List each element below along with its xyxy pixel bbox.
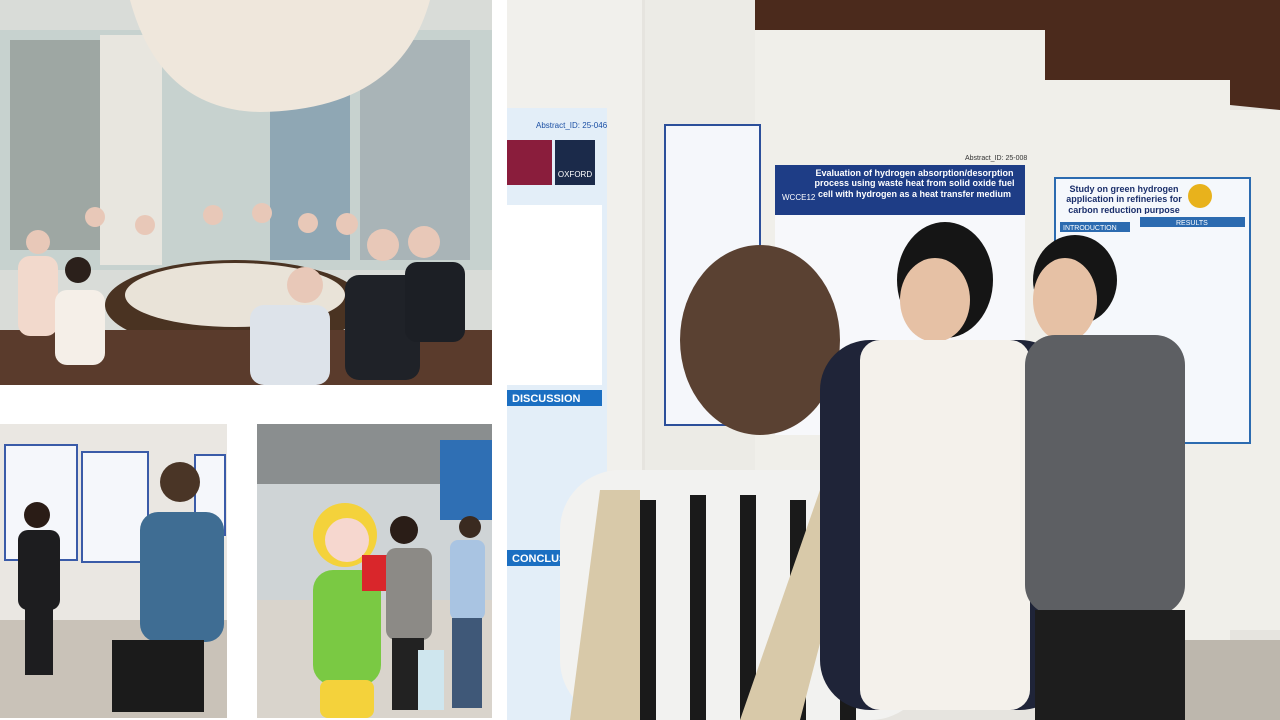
poster-title: Study on green hydrogen application in r…	[1066, 184, 1182, 214]
mascot-feet	[320, 680, 374, 718]
curtain	[10, 40, 100, 250]
screen	[440, 440, 492, 520]
logo	[1188, 184, 1212, 208]
conference: WCCE12	[782, 193, 816, 202]
photo-mascot	[257, 424, 492, 718]
person	[450, 540, 485, 620]
poster-header	[775, 165, 1025, 215]
poster-title-text: Study on green hydrogen application in r…	[1066, 184, 1182, 214]
person	[140, 512, 224, 642]
person	[160, 462, 200, 502]
abstract-id: Abstract_ID: 25-008	[965, 155, 1027, 162]
logo-oxford	[555, 140, 595, 185]
person	[25, 605, 53, 675]
photo-posters	[0, 424, 227, 718]
guests	[18, 203, 465, 385]
person	[390, 516, 418, 544]
photo-session: OXFORD Abstract_ID: 25-046 DISCUSSION CO…	[507, 0, 1280, 720]
person	[112, 640, 204, 712]
photo-dinner	[0, 0, 492, 385]
poster-figure	[507, 205, 602, 385]
building	[270, 90, 350, 260]
logo-chemistry	[507, 140, 552, 185]
poster-title-text: Evaluation of hydrogen absorption/desorp…	[814, 168, 1015, 199]
bag	[418, 650, 444, 710]
poster	[81, 451, 149, 563]
section-title: DISCUSSION	[512, 393, 581, 405]
section-title: RESULTS	[1176, 220, 1208, 227]
people	[560, 222, 1185, 720]
poster-title: Evaluation of hydrogen absorption/desorp…	[814, 168, 1015, 199]
section-bar	[507, 390, 602, 406]
floor	[1170, 640, 1280, 720]
section-bar	[1140, 217, 1245, 227]
section-bar	[1060, 222, 1130, 232]
person	[452, 618, 482, 708]
abstract-id: Abstract_ID: 25-046	[536, 121, 608, 130]
logo-text: OXFORD	[558, 170, 592, 179]
mascot-face	[325, 518, 369, 562]
person	[386, 548, 432, 640]
ceiling-lamp	[130, 0, 430, 112]
person	[459, 516, 481, 538]
mascot-body	[313, 570, 381, 685]
section-title: INTRODUCTION	[1063, 225, 1117, 232]
person	[24, 502, 50, 528]
ceiling	[715, 0, 1280, 110]
person	[18, 530, 60, 610]
